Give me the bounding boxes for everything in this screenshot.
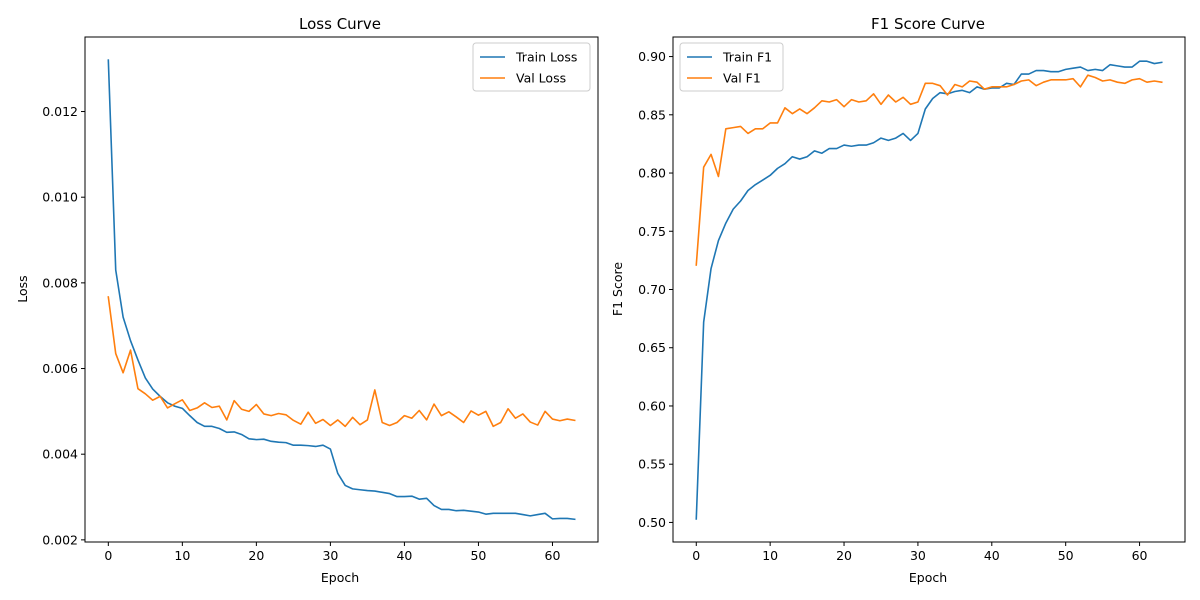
f1-y-tick-label: 0.85 (638, 107, 666, 122)
loss-y-tick-label: 0.008 (42, 275, 78, 290)
f1-x-tick-label: 20 (836, 548, 852, 563)
f1-y-ticks: 0.50 0.55 0.60 0.65 0.70 0.75 0.80 0.85 0.90 (638, 49, 673, 530)
loss-series-val-line (107, 296, 576, 428)
f1-y-tick-label: 0.70 (638, 282, 666, 297)
loss-x-tick-label: 0 (104, 548, 112, 563)
f1-y-tick-label: 0.50 (638, 515, 666, 530)
f1-y-tick-label: 0.55 (638, 457, 666, 472)
loss-x-tick-label: 30 (322, 548, 338, 563)
f1-x-tick-label: 30 (910, 548, 926, 563)
f1-y-tick-label: 0.75 (638, 224, 666, 239)
f1-legend: Train F1 Val F1 (679, 42, 784, 92)
loss-legend-box (472, 42, 591, 92)
loss-y-axis-label: Loss (15, 275, 30, 302)
f1-y-tick-label: 0.90 (638, 49, 666, 64)
f1-series-train-line (695, 60, 1163, 520)
loss-chart: Loss Curve 0 10 20 30 40 50 60 0.002 0.004 0.006… (15, 15, 599, 585)
loss-x-tick-label: 60 (545, 548, 561, 563)
f1-chart: F1 Score Curve 0 10 20 30 40 50 60 0.50 0.55 0.6… (610, 15, 1186, 585)
f1-x-tick-label: 0 (692, 548, 700, 563)
f1-series-layer (695, 60, 1163, 520)
f1-series-val-line (695, 74, 1163, 266)
loss-x-tick-label: 20 (248, 548, 264, 563)
f1-x-tick-label: 10 (762, 548, 778, 563)
loss-x-ticks: 0 10 20 30 40 50 60 (104, 542, 560, 563)
f1-legend-train-label: Train F1 (722, 50, 772, 65)
f1-legend-box (679, 42, 784, 92)
loss-x-tick-label: 50 (470, 548, 486, 563)
loss-y-tick-label: 0.006 (42, 361, 78, 376)
loss-legend: Train Loss Val Loss (472, 42, 591, 92)
f1-x-ticks: 0 10 20 30 40 50 60 (692, 542, 1148, 563)
f1-y-axis-label: F1 Score (610, 262, 625, 316)
loss-y-tick-label: 0.004 (42, 447, 78, 462)
f1-x-axis-label: Epoch (909, 570, 947, 585)
loss-legend-train-label: Train Loss (515, 50, 577, 65)
loss-legend-val-label: Val Loss (516, 71, 566, 86)
f1-y-tick-label: 0.65 (638, 340, 666, 355)
loss-x-axis-label: Epoch (321, 570, 359, 585)
loss-y-tick-label: 0.002 (42, 532, 78, 547)
loss-y-ticks: 0.002 0.004 0.006 0.008 0.010 0.012 (42, 104, 85, 547)
loss-y-tick-label: 0.012 (42, 104, 78, 119)
f1-y-tick-label: 0.60 (638, 398, 666, 413)
f1-x-tick-label: 40 (984, 548, 1000, 563)
f1-x-tick-label: 50 (1058, 548, 1074, 563)
loss-series-train-line (107, 59, 576, 521)
loss-x-tick-label: 10 (174, 548, 190, 563)
f1-y-tick-label: 0.80 (638, 166, 666, 181)
loss-x-tick-label: 40 (396, 548, 412, 563)
loss-series-layer (107, 59, 576, 521)
loss-plot-frame (84, 36, 599, 543)
f1-x-tick-label: 60 (1132, 548, 1148, 563)
f1-chart-title: F1 Score Curve (871, 15, 985, 33)
loss-chart-title: Loss Curve (299, 15, 381, 33)
loss-y-tick-label: 0.010 (42, 190, 78, 205)
f1-legend-val-label: Val F1 (723, 71, 761, 86)
